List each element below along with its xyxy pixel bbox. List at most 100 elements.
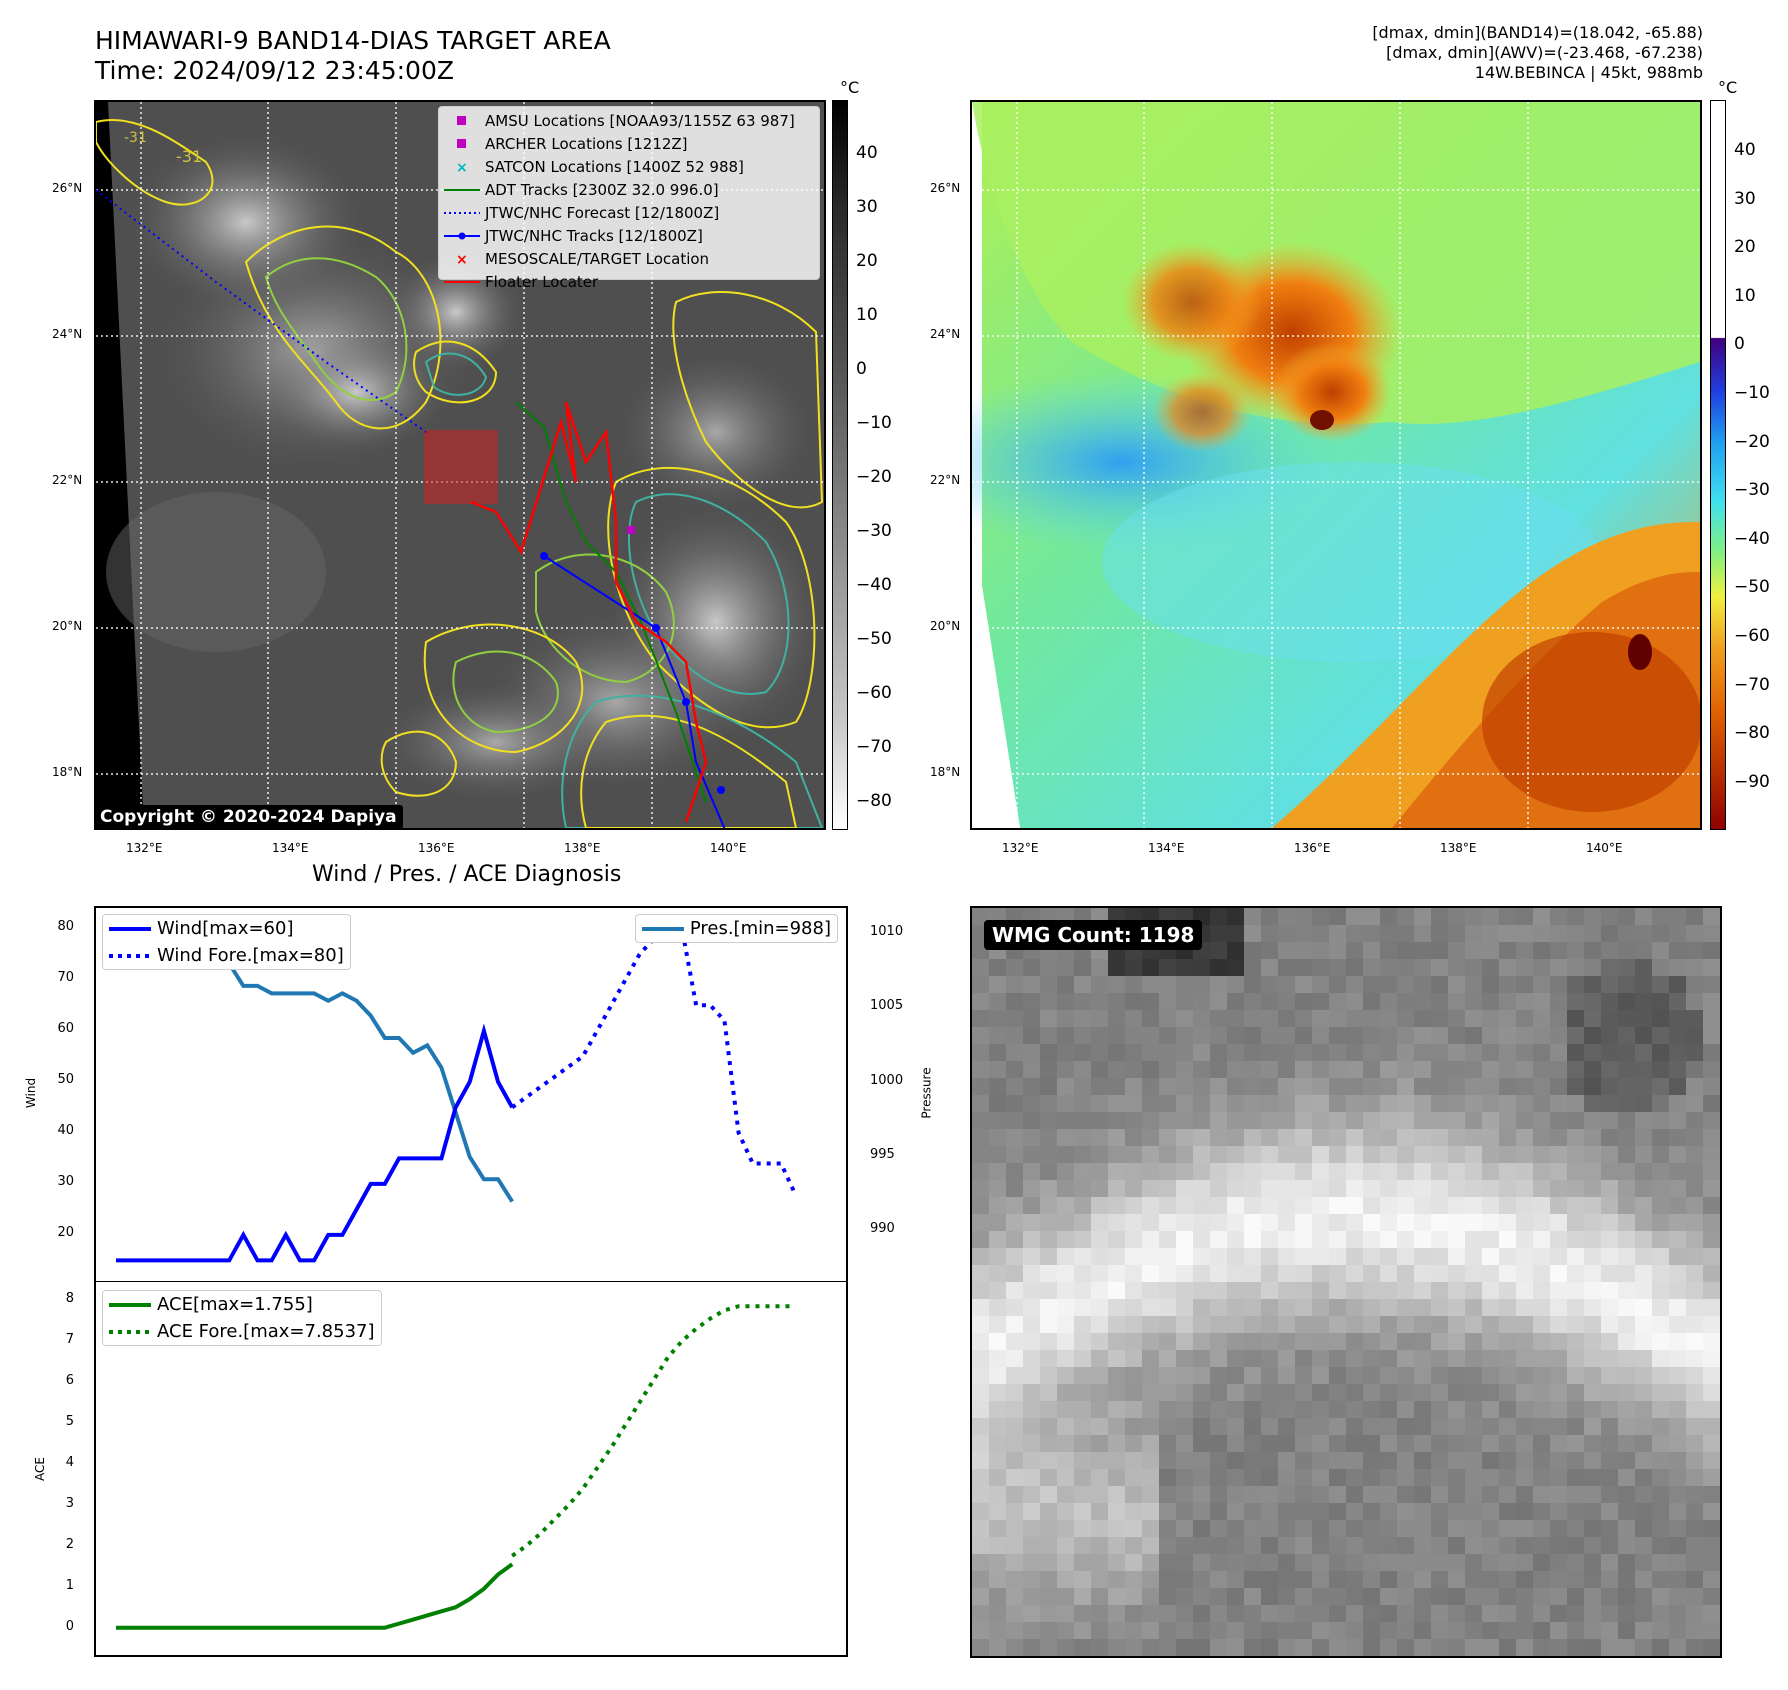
legend-item: AMSU Locations [NOAA93/1155Z 63 987] <box>439 109 819 132</box>
ace-axis-label: ACE <box>32 1457 47 1481</box>
legend-label: AMSU Locations [NOAA93/1155Z 63 987] <box>485 111 795 130</box>
wind-tick-6: 20 <box>57 1224 74 1240</box>
legend-item: JTWC/NHC Tracks [12/1800Z] <box>439 224 819 247</box>
legend-symbol-x: × <box>439 249 485 269</box>
colorbar-left-tick-6: −20 <box>856 467 892 487</box>
lon-tick-136: 136°E <box>418 841 455 855</box>
legend-symbol-line <box>439 180 485 200</box>
awv-lon-tick-132: 132°E <box>1002 841 1039 855</box>
colorbar-right-tick-3: 10 <box>1734 285 1756 306</box>
colorbar-left-tick-12: −80 <box>856 791 892 811</box>
ace-legend: ACE[max=1.755] ACE Fore.[max=7.8537] <box>102 1290 382 1346</box>
ace-legend-swatch <box>103 1295 157 1315</box>
colorbar-left-tick-10: −60 <box>856 683 892 703</box>
colorbar-right-tick-6: −20 <box>1734 431 1770 452</box>
ace-forecast-line <box>511 1304 796 1558</box>
lat-tick-26: 26°N <box>52 181 83 195</box>
ace-plot <box>116 1304 796 1630</box>
map-legend: AMSU Locations [NOAA93/1155Z 63 987] ARCH… <box>438 106 820 291</box>
colorbar-right-tick-7: −30 <box>1734 480 1770 501</box>
lat-tick-20: 20°N <box>52 619 83 633</box>
legend-label: MESOSCALE/TARGET Location <box>485 249 710 268</box>
lon-tick-140: 140°E <box>710 841 747 855</box>
awv-lat-tick-26: 26°N <box>930 181 961 195</box>
legend-label: ADT Tracks [2300Z 32.0 996.0] <box>485 180 719 199</box>
colorbar-right-tick-8: −40 <box>1734 528 1770 549</box>
wind-axis-label: Wind <box>24 1077 39 1109</box>
colorbar-right-tick-11: −70 <box>1734 674 1770 695</box>
colorbar-right-tick-12: −80 <box>1734 723 1770 744</box>
legend-label: SATCON Locations [1400Z 52 988] <box>485 157 744 176</box>
colorbar-left-tick-4: 0 <box>856 359 867 379</box>
colorbar-left <box>832 100 848 830</box>
colorbar-right-tick-5: −10 <box>1734 383 1770 403</box>
pressure-line <box>114 932 514 1203</box>
legend-item: × MESOSCALE/TARGET Location <box>439 247 819 270</box>
legend-item: ADT Tracks [2300Z 32.0 996.0] <box>439 178 819 201</box>
wind-tick-5: 30 <box>57 1173 74 1189</box>
contour-label-2: -31 <box>176 147 202 166</box>
legend-symbol-dotted <box>439 203 485 223</box>
colorbar-left-tick-3: 10 <box>856 305 878 325</box>
wmg-count-label: WMG Count: 1198 <box>984 920 1203 950</box>
colorbar-right-tick-1: 30 <box>1734 188 1756 209</box>
svg-text:×: × <box>456 161 468 173</box>
legend-symbol-x: × <box>439 157 485 177</box>
pres-legend-label: Pres.[min=988] <box>689 918 831 939</box>
awv-lat-tick-24: 24°N <box>930 327 961 341</box>
copyright-label: Copyright © 2020-2024 Dapiya <box>96 805 403 828</box>
wind-tick-0: 80 <box>57 918 74 934</box>
legend-item: × SATCON Locations [1400Z 52 988] <box>439 155 819 178</box>
wind-legend-swatch <box>103 919 157 939</box>
map-time: Time: 2024/09/12 23:45:00Z <box>95 56 454 85</box>
wind-tick-2: 60 <box>57 1020 74 1036</box>
ace-tick-0: 8 <box>65 1291 74 1307</box>
colorbar-left-tick-9: −50 <box>856 629 892 649</box>
colorbar-right-tick-0: 40 <box>1734 140 1756 160</box>
ace-tick-7: 1 <box>65 1577 74 1593</box>
awv-map-image <box>972 102 1700 828</box>
svg-text:×: × <box>456 253 468 265</box>
ace-legend-label: ACE[max=1.755] <box>157 1294 313 1315</box>
ace-tick-2: 6 <box>65 1373 74 1388</box>
awv-lat-tick-22: 22°N <box>930 473 961 487</box>
lon-tick-132: 132°E <box>126 841 163 855</box>
legend-item: Floater Locater <box>439 270 819 293</box>
colorbar-right-tick-4: 0 <box>1734 334 1745 355</box>
colorbar-left-unit: °C <box>840 78 860 97</box>
pres-legend-swatch <box>636 919 690 939</box>
ace-panel: ACE[max=1.755] ACE Fore.[max=7.8537] <box>94 1281 848 1657</box>
legend-label: Floater Locater <box>485 272 599 291</box>
ace-tick-4: 4 <box>65 1454 74 1470</box>
ace-tick-8: 0 <box>65 1618 74 1634</box>
pres-tick-3: 995 <box>870 1146 895 1162</box>
awv-lat-tick-20: 20°N <box>930 619 961 633</box>
lat-tick-24: 24°N <box>52 327 83 341</box>
wind-legend-label: Wind[max=60] <box>157 918 294 939</box>
colorbar-right-tick-2: 20 <box>1734 237 1756 258</box>
lon-tick-138: 138°E <box>564 841 601 855</box>
legend-item: ARCHER Locations [1212Z] <box>439 132 819 155</box>
pres-legend: Pres.[min=988] <box>634 914 838 943</box>
pres-tick-1: 1005 <box>870 998 904 1014</box>
legend-label: JTWC/NHC Tracks [12/1800Z] <box>485 226 703 245</box>
ace-tick-1: 7 <box>65 1332 74 1348</box>
lon-tick-134: 134°E <box>272 841 309 855</box>
colorbar-right-unit: °C <box>1718 78 1738 97</box>
wind-fore-legend-label: Wind Fore.[max=80] <box>157 945 344 966</box>
legend-symbol-square <box>439 134 485 154</box>
colorbar-right <box>1710 100 1726 830</box>
ace-tick-5: 3 <box>65 1495 74 1511</box>
pres-tick-4: 990 <box>870 1221 895 1237</box>
lat-tick-22: 22°N <box>52 473 83 487</box>
map-title: HIMAWARI-9 BAND14-DIAS TARGET AREA <box>95 26 611 55</box>
wmg-panel: WMG Count: 1198 <box>970 906 1722 1658</box>
wind-pres-panel: Wind[max=60] Wind Fore.[max=80] Pres.[mi… <box>94 906 848 1282</box>
pres-tick-0: 1010 <box>870 923 904 939</box>
contour-label-1: -31 <box>124 130 147 146</box>
pressure-axis-label: Pressure <box>919 1067 934 1119</box>
awv-lon-tick-140: 140°E <box>1586 841 1623 855</box>
legend-symbol-square <box>439 111 485 131</box>
wind-line <box>116 1023 514 1263</box>
info-storm: 14W.BEBINCA | 45kt, 988mb <box>1474 63 1703 82</box>
